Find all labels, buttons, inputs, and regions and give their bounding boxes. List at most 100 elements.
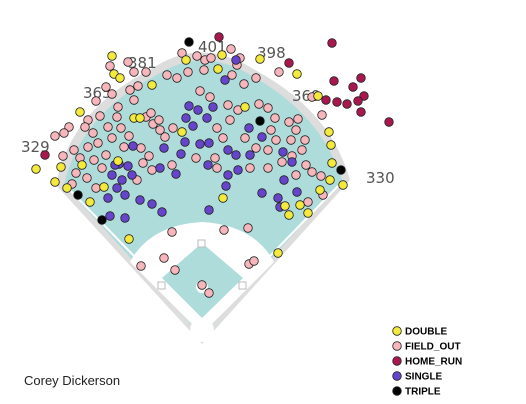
hit-point-field-out [249,256,259,266]
hit-point-double [218,193,228,203]
hit-point-single [287,157,297,167]
hit-point-field-out [155,125,165,135]
distance-label-right-line: 330 [366,169,395,187]
hit-point-field-out [133,81,143,91]
hit-point-double [62,183,72,193]
hit-point-field-out [91,96,101,106]
hit-point-single [231,150,241,160]
hit-point-field-out [223,100,233,110]
hit-point-double [313,91,323,101]
hit-point-double [181,55,191,65]
hit-point-single [128,141,138,151]
hit-point-field-out [307,167,317,177]
hit-point-field-out [69,145,79,155]
hit-point-field-out [107,89,117,99]
hit-point-home-run [284,58,294,68]
hit-point-field-out [271,135,281,145]
hit-point-double [213,64,223,74]
hit-point-field-out [183,67,193,77]
hit-point-double [113,156,123,166]
hit-point-double [255,54,265,64]
hit-point-field-out [144,151,154,161]
hit-point-single [188,121,198,131]
hit-point-field-out [195,86,205,96]
hit-point-home-run [348,82,358,92]
hit-point-field-out [58,151,68,161]
hit-point-field-out [141,67,151,77]
hit-point-single [231,55,241,65]
hit-point-double [280,201,290,211]
hit-point-single [202,113,212,123]
hit-point-single [155,163,165,173]
hit-point-double [217,50,227,60]
hit-point-field-out [251,73,261,83]
hit-point-single [147,199,157,209]
hit-point-field-out [107,133,117,143]
hit-point-single [257,188,267,198]
hit-point-double [77,160,87,170]
hit-point-double [50,177,60,187]
hit-point-field-out [245,163,255,173]
hit-point-single [181,113,191,123]
legend-label-single: SINGLE [405,372,443,383]
hit-point-single [195,139,205,149]
hit-point-field-out [172,73,182,83]
hit-point-double [240,102,250,112]
hit-point-field-out [225,115,235,125]
hit-point-single [221,181,231,191]
left-foul-line [65,185,203,327]
hit-point-field-out [316,171,326,181]
hit-point-home-run [329,76,339,86]
hit-point-double [56,162,66,172]
hit-point-home-run [214,32,224,42]
hit-point-double [147,80,157,90]
hit-point-home-run [384,117,394,127]
hit-point-field-out [212,163,222,173]
legend-label-home-run: HOME_RUN [405,357,462,368]
hit-point-home-run [342,99,352,109]
hit-point-single [120,190,130,200]
player-name: Corey Dickerson [24,373,120,388]
hit-point-single [123,161,133,171]
hit-point-single [105,211,115,221]
hit-point-field-out [199,65,209,75]
hit-point-single [107,170,117,180]
hit-point-field-out [263,103,273,113]
hit-point-single [120,213,130,223]
hit-point-field-out [291,170,301,180]
hit-point-double [325,175,335,185]
hit-point-field-out [300,135,310,145]
hit-point-field-out [286,135,296,145]
legend-marker-single [392,371,402,381]
hit-point-field-out [105,61,115,71]
hit-point-field-out [263,145,273,155]
hit-point-field-out [239,79,249,89]
hit-point-double [177,127,187,137]
hit-point-field-out [251,143,261,153]
hit-point-single [193,105,203,115]
hit-point-field-out [291,125,301,135]
hit-point-field-out [226,44,236,54]
hit-point-double [85,197,95,207]
hit-points [31,32,394,298]
hit-point-field-out [206,53,216,63]
hit-point-double [315,185,325,195]
hit-point-single [223,145,233,155]
hit-point-triple [184,37,194,47]
hit-point-field-out [146,108,156,118]
hit-point-field-out [147,165,157,175]
hit-point-home-run [356,107,366,117]
hit-point-field-out [317,110,327,120]
hit-point-triple [255,116,265,126]
hit-point-home-run [356,73,366,83]
hit-point-double [292,69,302,79]
hit-point-field-out [91,183,101,193]
hit-point-field-out [243,223,253,233]
hit-point-single [220,75,230,85]
hit-point-field-out [170,265,180,275]
hit-point-single [278,147,288,157]
hit-point-single [112,183,122,193]
hit-point-single [223,170,233,180]
hit-point-double [327,158,337,168]
hit-point-field-out [154,115,164,125]
